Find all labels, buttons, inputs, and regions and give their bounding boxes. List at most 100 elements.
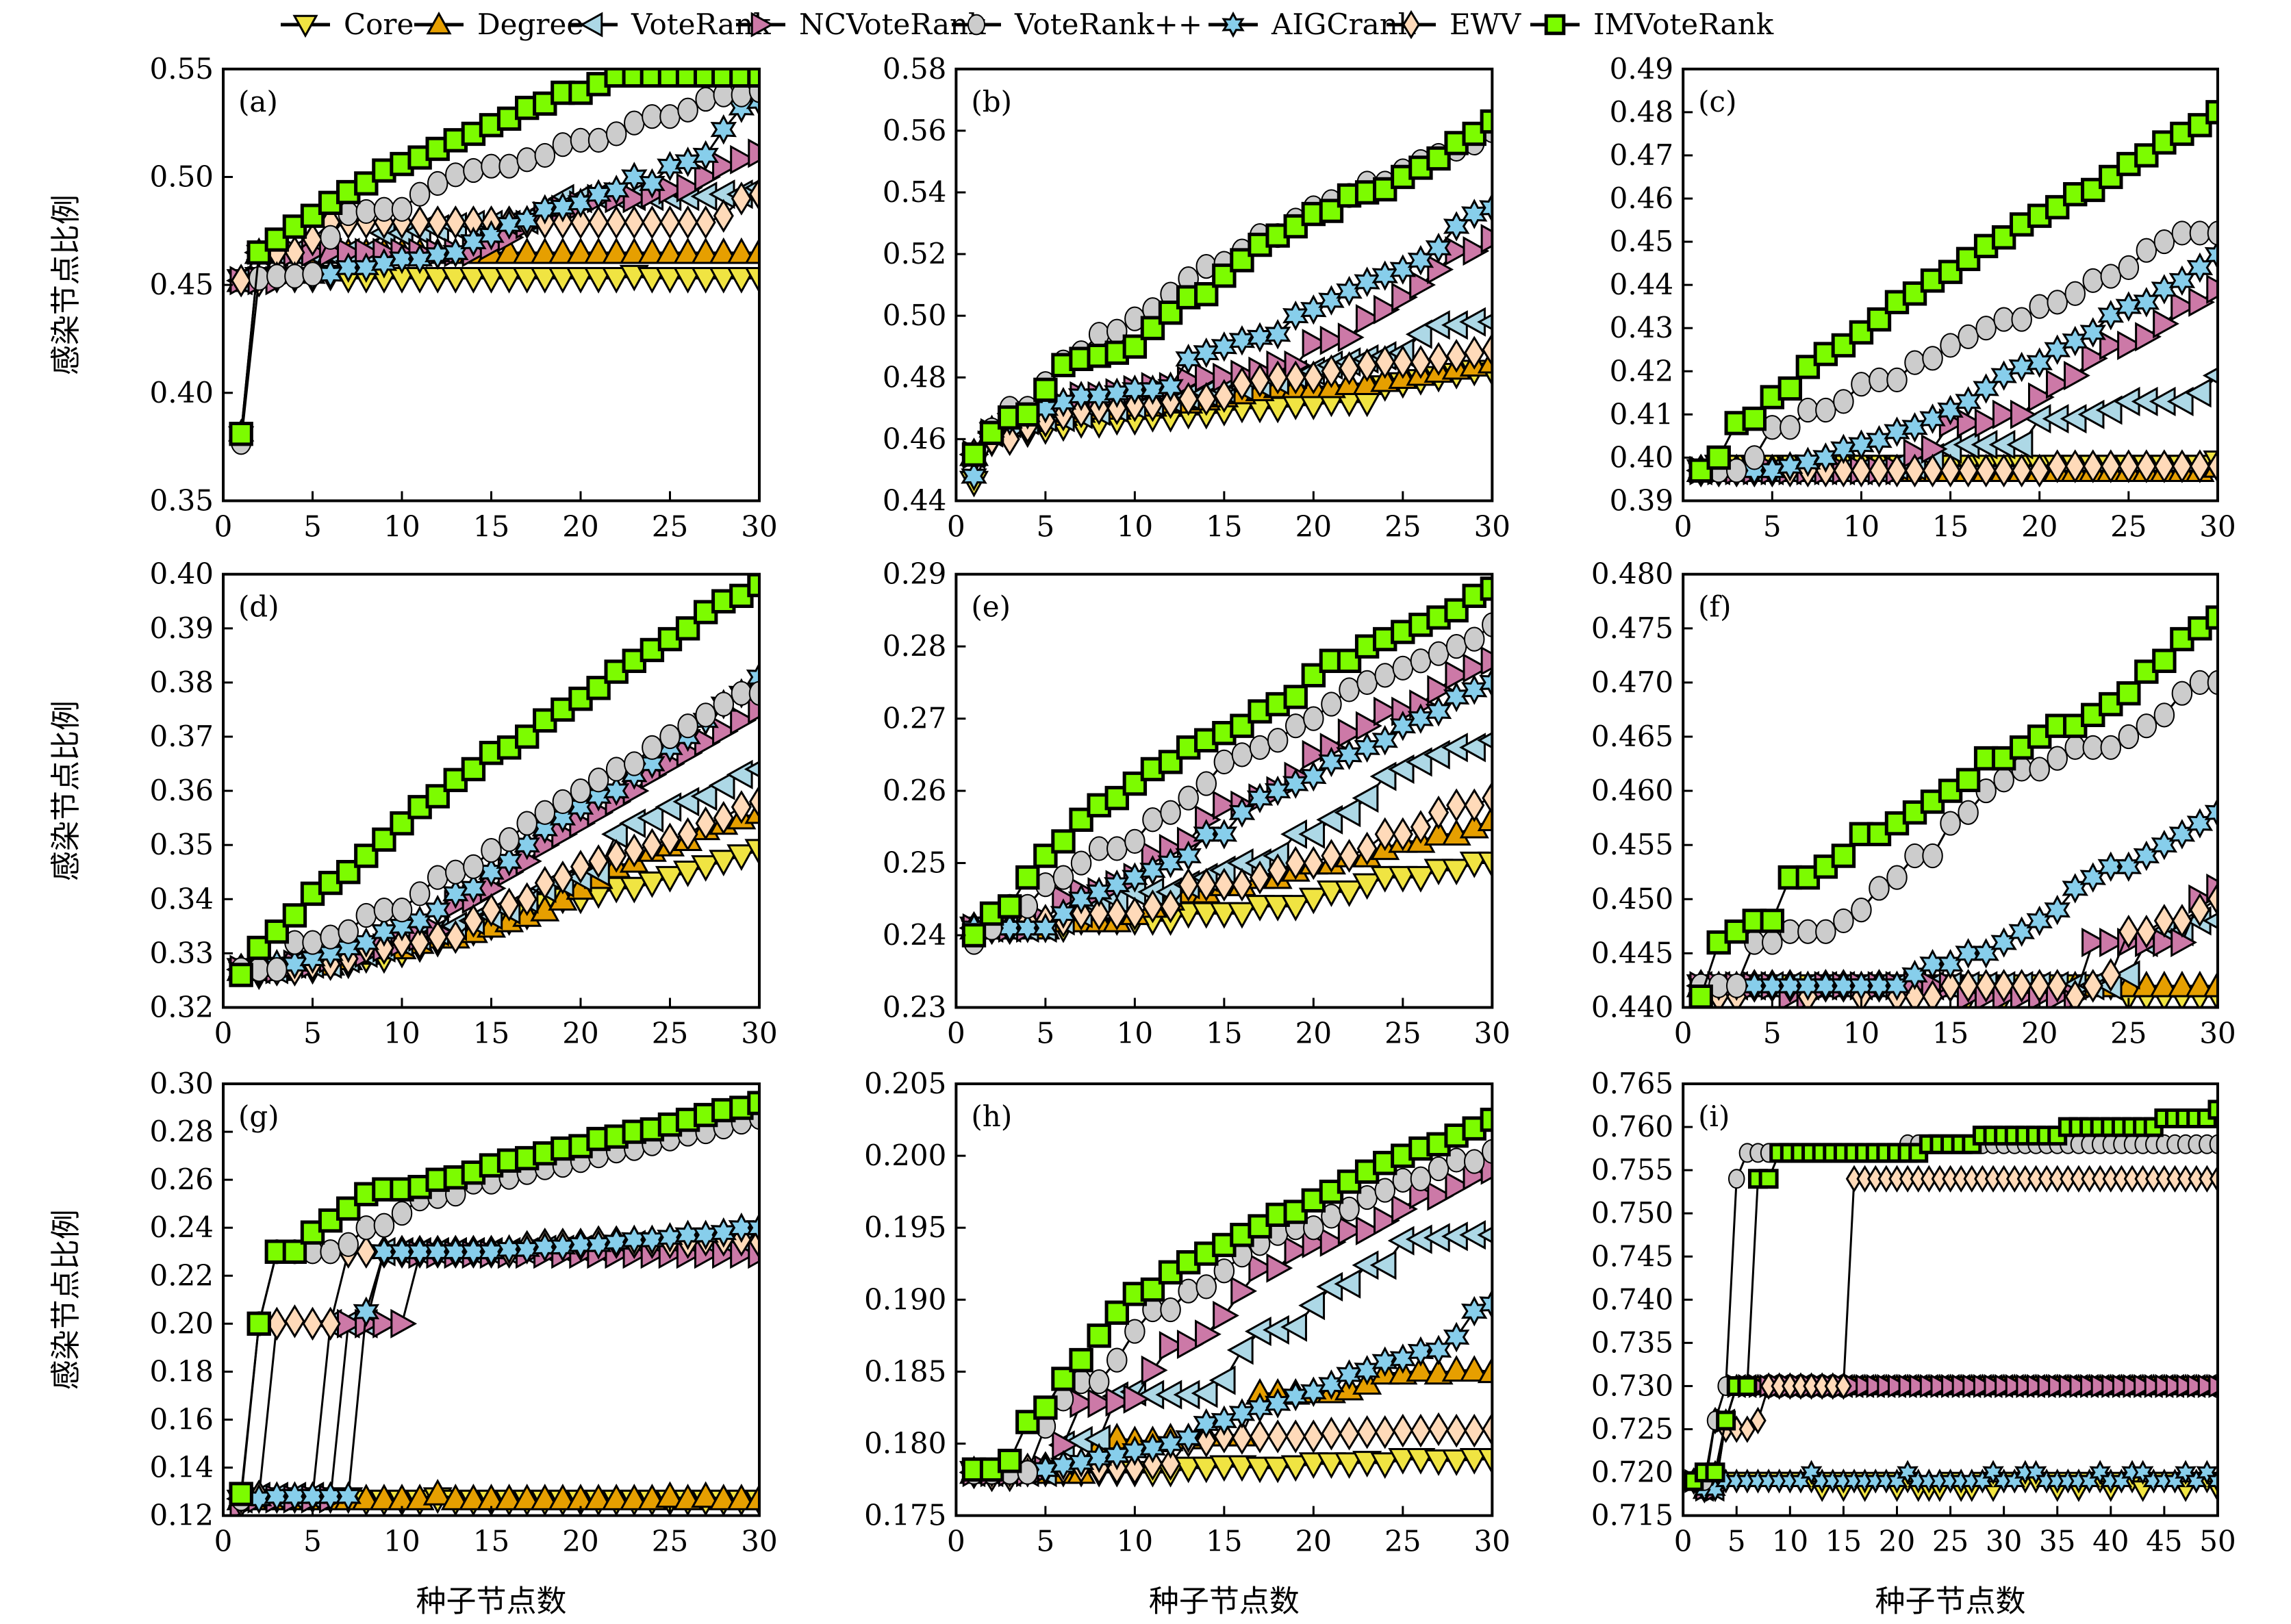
data-point: [710, 114, 737, 145]
data-point: [1479, 1289, 1493, 1319]
data-point: [1445, 1171, 1472, 1201]
data-point: [1370, 865, 1400, 893]
data-point: [690, 781, 718, 811]
series-voterankplusplus: [230, 1104, 759, 1512]
data-point: [443, 767, 468, 792]
data-point: [1374, 294, 1400, 325]
data-point: [659, 104, 681, 129]
x-tick-label: 0: [1674, 509, 1693, 543]
data-point: [1032, 913, 1059, 943]
data-point: [2187, 1373, 2209, 1399]
data-point: [1248, 1214, 1272, 1239]
data-point: [1337, 183, 1362, 208]
data-point: [320, 1306, 341, 1341]
data-point: [1388, 1447, 1418, 1475]
data-point: [1904, 453, 1925, 488]
series-imvoterank: [961, 109, 1493, 467]
data-point: [512, 237, 542, 264]
data-point: [409, 881, 431, 906]
data-point: [1423, 859, 1454, 886]
y-tick-label: 0.450: [1591, 882, 1673, 915]
data-point: [2060, 404, 2087, 434]
data-point: [2112, 1373, 2134, 1399]
data-point: [246, 240, 271, 265]
data-point: [1298, 1452, 1328, 1480]
data-point: [1209, 902, 1239, 929]
data-point: [1410, 810, 1431, 844]
data-point: [2027, 203, 2052, 228]
data-point: [1749, 1406, 1767, 1435]
y-tick-label: 0.740: [1591, 1282, 1673, 1316]
y-tick-label: 0.38: [150, 665, 214, 699]
data-point: [1463, 1149, 1485, 1174]
data-point: [708, 770, 735, 800]
data-point: [318, 1208, 343, 1233]
data-point: [1354, 634, 1380, 659]
data-point: [2008, 916, 2035, 947]
data-point: [1374, 1206, 1400, 1236]
data-point: [1374, 817, 1395, 852]
legend: Core Degree VoteRank NCVoteRank VoteRank++ AI…: [281, 8, 1774, 41]
data-point: [1371, 725, 1398, 756]
data-point: [1426, 1132, 1451, 1156]
data-point: [1208, 1365, 1236, 1395]
data-point: [516, 811, 537, 836]
data-point: [1831, 333, 1856, 358]
data-point: [979, 1457, 1004, 1482]
y-axis-title: 感染节点比例: [49, 1209, 84, 1390]
data-point: [1231, 742, 1253, 767]
data-point: [676, 173, 703, 203]
y-tick-label: 0.33: [150, 936, 214, 969]
data-point: [637, 266, 667, 294]
data-point: [1339, 677, 1360, 702]
x-tick-label: 20: [1879, 1525, 1915, 1558]
data-point: [1356, 348, 1378, 382]
data-point: [1951, 1373, 1974, 1399]
y-tick-label: 0.205: [864, 1067, 946, 1100]
legend-marker-triangle-up: [426, 11, 452, 35]
y-tick-label: 0.26: [150, 1163, 214, 1196]
data-point: [1249, 364, 1271, 398]
data-point: [1369, 1250, 1397, 1280]
data-point: [1195, 1423, 1217, 1458]
data-point: [621, 162, 648, 192]
data-point: [1303, 1215, 1324, 1241]
data-point: [425, 1167, 450, 1192]
data-point: [1406, 865, 1436, 893]
data-point: [2099, 692, 2123, 717]
data-point: [534, 142, 556, 168]
data-point: [2171, 904, 2192, 938]
data-point: [1104, 340, 1129, 365]
x-tick-label: 45: [2146, 1525, 2182, 1558]
series-line: [1693, 1108, 2218, 1482]
data-point: [1869, 453, 1890, 488]
data-point: [1158, 750, 1183, 774]
data-point: [1195, 1274, 1217, 1299]
data-point: [463, 854, 484, 879]
data-point: [2047, 746, 2068, 771]
data-point: [961, 923, 987, 948]
data-point: [1760, 385, 1785, 409]
x-tick-label: 30: [2199, 509, 2236, 543]
data-point: [1195, 362, 1222, 392]
data-point: [2010, 399, 2037, 429]
data-point: [1477, 851, 1493, 878]
data-point: [2184, 378, 2212, 408]
data-point: [2152, 648, 2177, 673]
data-point: [1725, 458, 1747, 483]
data-point: [2149, 970, 2179, 998]
data-point: [1087, 793, 1111, 817]
data-point: [1444, 131, 1469, 155]
data-point: [2208, 1373, 2218, 1399]
data-point: [1935, 434, 1962, 464]
data-point: [440, 266, 470, 294]
data-point: [2048, 1373, 2070, 1399]
data-point: [1227, 902, 1257, 929]
y-tick-label: 0.720: [1591, 1456, 1673, 1489]
x-tick-label: 30: [2199, 1016, 2236, 1050]
data-point: [1231, 867, 1253, 902]
data-point: [2176, 1373, 2199, 1399]
data-point: [606, 839, 627, 873]
data-point: [1464, 335, 1485, 370]
data-point: [588, 844, 609, 878]
